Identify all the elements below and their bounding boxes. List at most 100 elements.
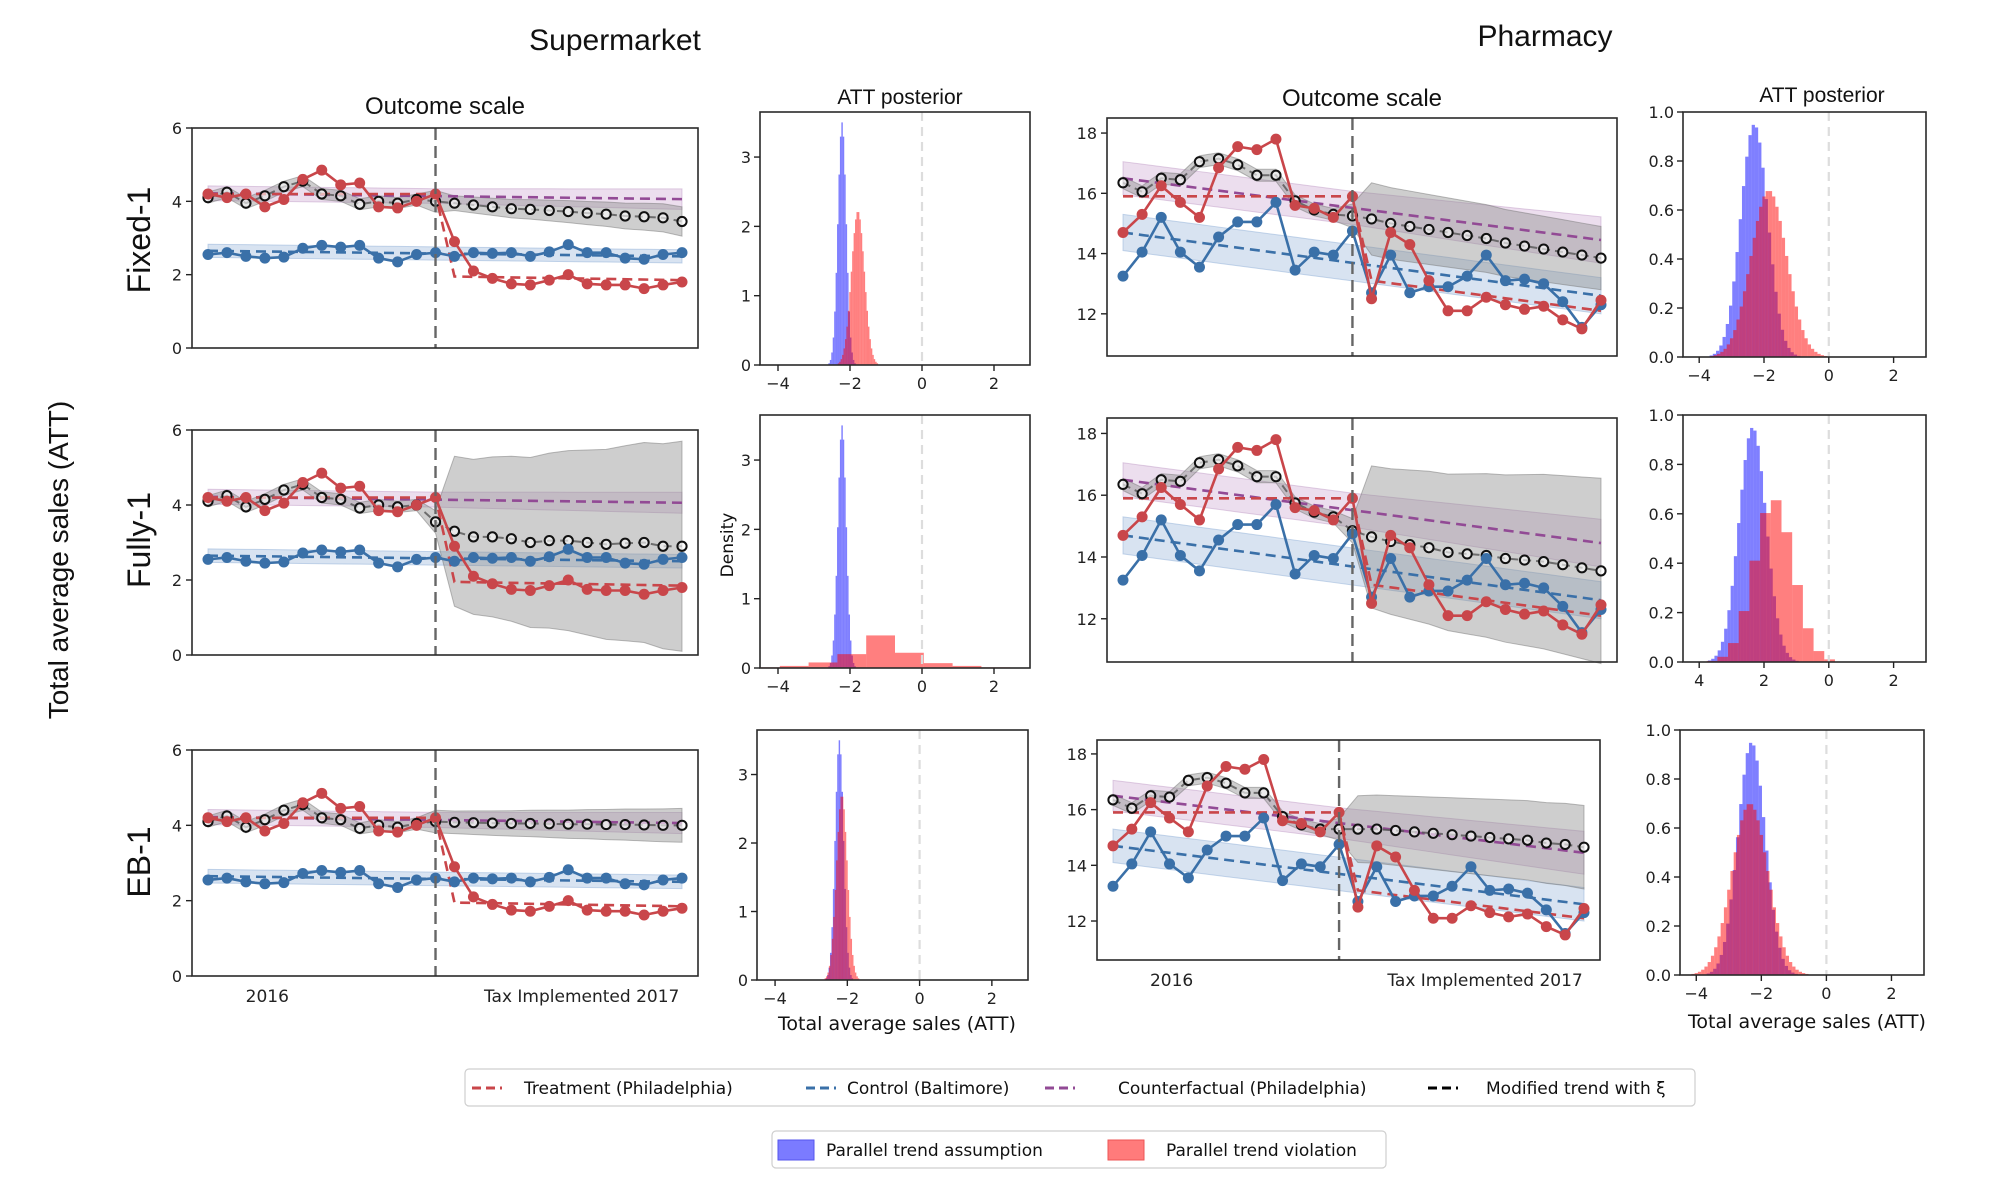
modified-trend-point — [467, 199, 480, 211]
x-tick-label: 0 — [1821, 984, 1831, 1003]
control-point — [411, 553, 423, 565]
treatment-point — [202, 492, 214, 503]
violation-hist-bar — [1720, 923, 1724, 975]
control-point — [1270, 196, 1282, 208]
assumption-hist-bar — [841, 122, 843, 365]
y-tick-label: 1.0 — [1646, 721, 1671, 740]
axes-frame — [1106, 117, 1618, 357]
y-tick-label: 0.0 — [1646, 966, 1671, 985]
violation-hist-bar — [1762, 852, 1767, 975]
y-tick-label: 0.0 — [1649, 348, 1674, 367]
assumption-hist-bar — [831, 352, 833, 365]
treatment-point — [202, 188, 214, 200]
control-point — [392, 561, 404, 573]
y-tick-label: 2 — [172, 571, 182, 590]
violation-hist-bar — [836, 860, 838, 980]
y-tick-label: 18 — [1077, 424, 1097, 443]
axes-frame — [1096, 739, 1601, 961]
control-point — [1390, 896, 1402, 908]
treatment-point — [1232, 141, 1244, 153]
control-point — [581, 247, 593, 259]
y-tick-label: 3 — [741, 451, 751, 470]
treatment-point — [1251, 444, 1263, 456]
modified-trend-point — [316, 188, 328, 200]
treatment-point — [1484, 907, 1496, 919]
treatment-point — [1442, 305, 1454, 317]
control-point — [240, 555, 252, 567]
treatment-point — [1366, 597, 1378, 609]
assumption-hist-bar — [835, 272, 838, 365]
legend-item-control: Control (Baltimore) — [806, 1079, 1009, 1099]
y-tick-label: 3 — [741, 148, 751, 167]
modified-trend-point — [1557, 246, 1569, 258]
treatment-point — [1503, 911, 1515, 923]
violation-hist-bar — [827, 972, 829, 980]
assumption-hist-bar — [837, 527, 839, 668]
control-point — [221, 872, 233, 884]
control-point — [354, 544, 366, 556]
violation-hist-bar — [1755, 220, 1760, 357]
violation-hist-bar — [1781, 237, 1786, 357]
modified-trend-point — [1193, 457, 1206, 469]
legend-label-violation: Parallel trend violation — [1166, 1141, 1357, 1161]
treatment-point — [221, 192, 233, 204]
treatment-point — [1442, 610, 1454, 622]
y-tick-label: 16 — [1077, 486, 1097, 505]
violation-hist-bar — [850, 271, 853, 365]
violation-hist-bar — [1736, 319, 1740, 357]
treatment-point — [335, 802, 347, 814]
control-point — [524, 555, 536, 567]
modified-trend-point — [1499, 552, 1512, 565]
treatment-point — [1164, 812, 1176, 824]
modified-trend-point — [259, 493, 271, 505]
group-title-supermarket: Supermarket — [529, 24, 701, 57]
treatment-point — [1295, 818, 1307, 830]
treatment-point — [1327, 514, 1339, 526]
violation-hist-bar — [844, 831, 847, 980]
modified-trend-point — [543, 204, 555, 217]
control-point — [1295, 858, 1307, 870]
treatment-point — [486, 578, 498, 590]
counterfactual-trend-line — [1122, 176, 1602, 242]
treatment-point — [1423, 275, 1435, 287]
control-point — [202, 553, 214, 565]
control-point — [1499, 579, 1511, 591]
modified-trend-point — [524, 817, 536, 830]
treatment-point — [1289, 199, 1301, 211]
control-point — [278, 877, 290, 889]
violation-hist-bar — [1802, 973, 1806, 975]
control-point — [354, 239, 366, 251]
modified-trend-point — [676, 819, 688, 831]
violation-hist-bar — [1775, 206, 1779, 357]
control-point — [1155, 514, 1167, 526]
modified-trend-point — [619, 537, 631, 549]
violation-hist-bar — [854, 972, 857, 980]
modified-trend-point — [1595, 565, 1607, 577]
treatment-point — [581, 278, 593, 290]
treatment-point — [1117, 529, 1129, 541]
line-legend: Treatment (Philadelphia) Control (Baltim… — [464, 1068, 1696, 1107]
modified-trend-point — [278, 181, 290, 193]
treatment-point — [1270, 434, 1282, 446]
treatment-point — [1427, 912, 1439, 924]
control-point — [1385, 553, 1397, 565]
treatment-point — [1289, 502, 1301, 514]
violation-hist-bar — [1788, 962, 1793, 975]
treatment-point — [505, 583, 517, 595]
violation-hist-bar — [1781, 532, 1793, 662]
control-point — [448, 876, 460, 888]
control-point — [1404, 591, 1416, 603]
control-point — [1519, 577, 1531, 589]
violation-hist-bar — [1798, 319, 1802, 357]
control-point — [467, 247, 479, 259]
y-tick-label: 0.6 — [1646, 819, 1671, 838]
modified-trend-point — [1136, 488, 1148, 500]
control-point — [676, 552, 688, 563]
modified-trend-point — [240, 821, 252, 833]
violation-hist-bar — [952, 665, 982, 668]
treatment-point — [562, 895, 574, 907]
assumption-hist-bar — [835, 575, 838, 668]
control-point — [1557, 600, 1569, 612]
modified-trend-point — [278, 804, 290, 816]
